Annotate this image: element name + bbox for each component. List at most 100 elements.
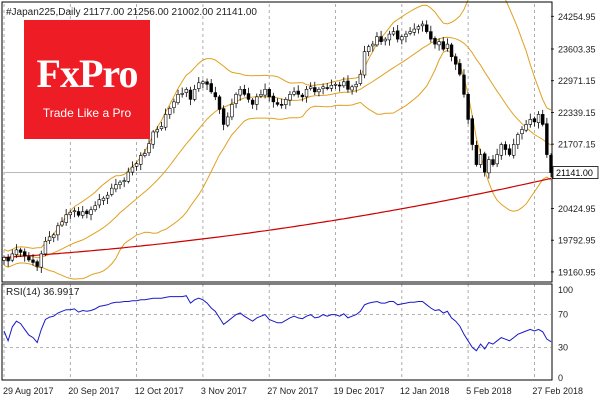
ma-line	[3, 177, 552, 258]
candle-body	[532, 118, 537, 123]
candle-body	[300, 94, 305, 98]
main-title: #Japan225,Daily 21177.00 21256.00 21002.…	[6, 7, 257, 18]
x-tick-label: 12 Jan 2018	[400, 386, 450, 396]
candle-body	[114, 184, 118, 190]
candle-body	[458, 63, 462, 75]
rsi-y-tick-label: 0	[558, 373, 563, 383]
last-value-label: 21141.00	[556, 168, 593, 178]
candle-body	[404, 33, 408, 37]
candle-body	[255, 96, 259, 105]
rsi-panel-frame	[1, 283, 553, 381]
candle-body	[184, 89, 189, 93]
candle-body	[151, 131, 155, 145]
candle-body	[449, 44, 454, 57]
candle-body	[371, 43, 375, 47]
candle-body	[358, 73, 363, 84]
x-tick-label: 29 Aug 2017	[3, 386, 54, 396]
y-tick-label: 23603.35	[558, 44, 596, 54]
candle-body	[238, 89, 242, 96]
candle-body	[470, 118, 474, 145]
candles	[2, 20, 553, 273]
last-value-badge	[552, 166, 599, 179]
candle-body	[408, 31, 412, 34]
x-tick-label: 27 Feb 2018	[532, 386, 583, 396]
candle-body	[263, 89, 267, 96]
y-tick-label: 19792.95	[558, 236, 596, 246]
candle-body	[147, 143, 151, 154]
candle-body	[159, 126, 164, 130]
candle-body	[192, 89, 197, 100]
candle-body	[400, 36, 404, 41]
candle-body	[313, 87, 317, 93]
candle-body	[118, 181, 122, 185]
candle-body	[545, 123, 549, 155]
candle-body	[507, 148, 512, 155]
candle-body	[97, 199, 102, 206]
candle-body	[43, 241, 48, 255]
candle-body	[296, 90, 300, 95]
candle-body	[10, 253, 14, 261]
axis-labels: 29 Aug 2017 20 Sep 2017 12 Oct 2017 3 Nov 2…	[3, 12, 599, 396]
candle-body	[541, 114, 545, 125]
candle-body	[168, 108, 172, 115]
candle-body	[126, 171, 131, 182]
candle-body	[279, 104, 284, 106]
x-tick-label: 19 Dec 2017	[334, 386, 385, 396]
band-middle-line	[3, 36, 552, 260]
candle-body	[429, 31, 433, 40]
candle-body	[453, 56, 458, 65]
candle-body	[288, 94, 292, 101]
candle-body	[412, 28, 416, 33]
candle-body	[462, 74, 466, 95]
candle-body	[31, 259, 35, 263]
candle-body	[499, 144, 503, 156]
candle-body	[139, 155, 143, 165]
candle-body	[201, 81, 205, 84]
candle-body	[474, 144, 479, 165]
x-tick-label: 3 Nov 2017	[201, 386, 247, 396]
x-tick-label: 5 Feb 2018	[466, 386, 512, 396]
rsi-line	[3, 295, 552, 352]
rsi-y-tick-label: 70	[558, 310, 568, 320]
x-tick-label: 20 Sep 2017	[68, 386, 119, 396]
candle-body	[346, 80, 350, 90]
moving-average	[3, 177, 552, 258]
y-tick-label: 19160.95	[558, 267, 596, 277]
candle-body	[18, 249, 23, 253]
candle-body	[143, 153, 147, 156]
logo-tagline: Trade Like a Pro	[42, 106, 132, 120]
candle-body	[350, 86, 354, 91]
candle-body	[68, 211, 73, 216]
candle-body	[226, 116, 230, 126]
candle-body	[105, 194, 110, 199]
candle-body	[512, 144, 516, 156]
candle-body	[155, 129, 160, 133]
candle-body	[89, 209, 93, 215]
candle-body	[234, 94, 238, 104]
frames	[1, 1, 553, 381]
candle-body	[246, 93, 251, 100]
candle-body	[85, 210, 89, 215]
candle-body	[321, 86, 325, 89]
candle-body	[482, 153, 487, 173]
candle-body	[366, 46, 371, 52]
candle-body	[197, 82, 201, 89]
candle-body	[271, 95, 276, 103]
candle-body	[342, 81, 346, 87]
candle-body	[308, 86, 313, 89]
rsi-y-tick-label: 100	[558, 285, 573, 295]
candle-body	[172, 101, 176, 108]
candle-body	[6, 257, 10, 262]
candle-body	[64, 214, 68, 223]
rsi-y-tick-label: 30	[558, 342, 568, 352]
candle-body	[47, 236, 52, 241]
candle-body	[93, 205, 97, 211]
candle-body	[134, 163, 139, 167]
candle-body	[383, 38, 387, 42]
candle-body	[230, 104, 234, 118]
x-tick-label: 12 Oct 2017	[135, 386, 184, 396]
candle-body	[524, 124, 528, 131]
candle-body	[2, 257, 6, 261]
candle-body	[163, 114, 168, 128]
candle-body	[495, 154, 499, 165]
